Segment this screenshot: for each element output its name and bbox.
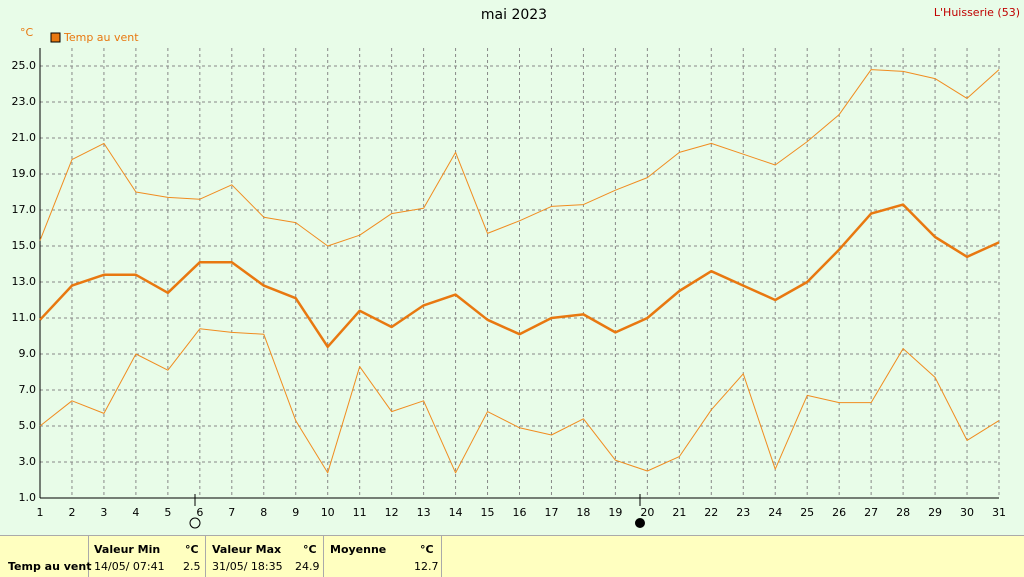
date: 14/05/ 07:41 [94, 560, 165, 573]
x-tick-label: 29 [928, 506, 942, 519]
y-tick-label: 23.0 [12, 95, 37, 108]
y-tick-label: 19.0 [12, 167, 37, 180]
x-tick-label: 28 [896, 506, 910, 519]
full-moon [189, 517, 201, 529]
y-tick-label: 7.0 [19, 383, 37, 396]
series-line [39, 69, 1000, 247]
summary-table: Temp au vent Valeur Min °C 14/05/ 07:41 … [0, 535, 1024, 577]
date: 31/05/ 18:35 [212, 560, 283, 573]
x-tick-label: 31 [992, 506, 1006, 519]
y-axis-label: °C [20, 26, 34, 39]
x-tick-label: 11 [353, 506, 367, 519]
y-tick-label: 25.0 [12, 59, 37, 72]
header: Moyenne [330, 543, 387, 556]
x-tick-label: 7 [228, 506, 235, 519]
cell [0, 536, 89, 577]
x-tick-label: 19 [608, 506, 622, 519]
x-tick-label: 1 [37, 506, 44, 519]
value: 2.5 [183, 560, 201, 573]
x-tick-label: 13 [417, 506, 431, 519]
x-tick-label: 23 [736, 506, 750, 519]
chart: mai 2023 L'Huisserie (53) °C Temp au ven… [12, 6, 1020, 529]
x-tick-label: 5 [164, 506, 171, 519]
y-tick-label: 17.0 [12, 203, 37, 216]
cell [206, 536, 324, 577]
cell [88, 536, 206, 577]
x-tick-label: 21 [672, 506, 686, 519]
x-tick-label: 15 [481, 506, 495, 519]
legend-label: Temp au vent [63, 31, 139, 44]
x-tick-label: 14 [449, 506, 463, 519]
y-tick-label: 11.0 [12, 311, 37, 324]
x-tick-label: 20 [640, 506, 654, 519]
new-moon [635, 518, 645, 528]
x-tick-label: 3 [100, 506, 107, 519]
x-tick-label: 2 [68, 506, 75, 519]
y-tick-label: 21.0 [12, 131, 37, 144]
x-tick-label: 27 [864, 506, 878, 519]
x-tick-label: 8 [260, 506, 267, 519]
y-tick-label: 15.0 [12, 239, 37, 252]
x-tick-label: 18 [576, 506, 590, 519]
x-tick-label: 26 [832, 506, 846, 519]
unit: °C [420, 543, 434, 556]
station: L'Huisserie (53) [934, 6, 1020, 19]
y-tick-label: 13.0 [12, 275, 37, 288]
x-tick-label: 22 [704, 506, 718, 519]
x-tick-label: 6 [196, 506, 203, 519]
series-line [39, 203, 1000, 349]
y-tick-label: 9.0 [19, 347, 37, 360]
unit: °C [185, 543, 199, 556]
row-label: Temp au vent [8, 560, 92, 573]
x-tick-label: 30 [960, 506, 974, 519]
x-tick-label: 12 [385, 506, 399, 519]
x-tick-label: 17 [544, 506, 558, 519]
series-line [39, 328, 1000, 474]
y-tick-label: 1.0 [19, 491, 37, 504]
value: 24.9 [295, 560, 320, 573]
y-tick-label: 3.0 [19, 455, 37, 468]
x-tick-label: 16 [513, 506, 527, 519]
x-tick-label: 10 [321, 506, 335, 519]
chart-title: mai 2023 [481, 7, 547, 23]
header: Valeur Max [212, 543, 282, 556]
x-tick-label: 24 [768, 506, 782, 519]
value: 12.7 [414, 560, 439, 573]
legend-swatch [50, 32, 61, 43]
x-tick-label: 9 [292, 506, 299, 519]
cell [324, 536, 442, 577]
y-tick-label: 5.0 [19, 419, 37, 432]
x-tick-label: 4 [132, 506, 139, 519]
header: Valeur Min [94, 543, 161, 556]
x-tick-label: 25 [800, 506, 814, 519]
unit: °C [303, 543, 317, 556]
